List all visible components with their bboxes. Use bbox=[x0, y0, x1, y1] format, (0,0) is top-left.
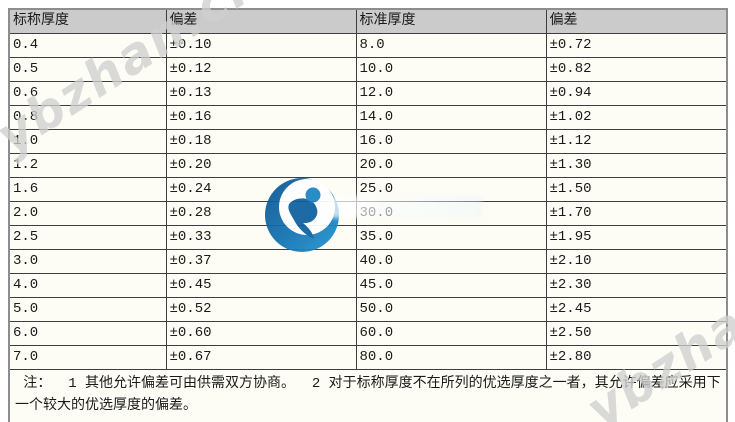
deviation-cell: ±2.80 bbox=[545, 345, 728, 370]
table-row: 1.2 ±0.20 20.0 ±1.30 bbox=[8, 153, 728, 178]
deviation-cell: ±0.28 bbox=[165, 201, 357, 226]
deviation-cell: ±0.20 bbox=[165, 153, 357, 178]
nominal-thickness-cell: 1.6 bbox=[8, 177, 167, 202]
deviation-cell: ±1.50 bbox=[545, 177, 728, 202]
standard-thickness-cell: 8.0 bbox=[355, 33, 547, 58]
nominal-thickness-cell: 3.0 bbox=[8, 249, 167, 274]
deviation-cell: ±0.33 bbox=[165, 225, 357, 250]
deviation-cell: ±1.02 bbox=[545, 105, 728, 130]
deviation-cell: ±1.95 bbox=[545, 225, 728, 250]
standard-thickness-cell: 25.0 bbox=[355, 177, 547, 202]
nominal-thickness-cell: 1.2 bbox=[8, 153, 167, 178]
nominal-thickness-cell: 6.0 bbox=[8, 321, 167, 346]
standard-thickness-cell: 35.0 bbox=[355, 225, 547, 250]
deviation-cell: ±0.12 bbox=[165, 57, 357, 82]
deviation-cell: ±1.70 bbox=[545, 201, 728, 226]
table-row: 0.4 ±0.10 8.0 ±0.72 bbox=[8, 33, 728, 58]
table-row: 7.0 ±0.67 80.0 ±2.80 bbox=[8, 345, 728, 370]
deviation-cell: ±0.82 bbox=[545, 57, 728, 82]
table-body: 0.4 ±0.10 8.0 ±0.72 0.5 ±0.12 10.0 ±0.82 0.6 ±0.1… bbox=[8, 33, 728, 370]
nominal-thickness-cell: 4.0 bbox=[8, 273, 167, 298]
table-header-row: 标称厚度 偏差 标准厚度 偏差 bbox=[8, 8, 728, 34]
deviation-cell: ±0.13 bbox=[165, 81, 357, 106]
table-row: 1.6 ±0.24 25.0 ±1.50 bbox=[8, 177, 728, 202]
table-row: 2.0 ±0.28 30.0 ±1.70 bbox=[8, 201, 728, 226]
deviation-cell: ±0.37 bbox=[165, 249, 357, 274]
deviation-cell: ±1.30 bbox=[545, 153, 728, 178]
nominal-thickness-cell: 2.0 bbox=[8, 201, 167, 226]
table-row: 4.0 ±0.45 45.0 ±2.30 bbox=[8, 273, 728, 298]
standard-thickness-cell: 45.0 bbox=[355, 273, 547, 298]
table-row: 5.0 ±0.52 50.0 ±2.45 bbox=[8, 297, 728, 322]
table-row: 0.5 ±0.12 10.0 ±0.82 bbox=[8, 57, 728, 82]
standard-thickness-cell: 40.0 bbox=[355, 249, 547, 274]
nominal-thickness-cell: 0.4 bbox=[8, 33, 167, 58]
header-nominal-thickness: 标称厚度 bbox=[8, 8, 167, 34]
deviation-cell: ±0.24 bbox=[165, 177, 357, 202]
deviation-cell: ±1.12 bbox=[545, 129, 728, 154]
deviation-cell: ±0.72 bbox=[545, 33, 728, 58]
deviation-cell: ±0.94 bbox=[545, 81, 728, 106]
deviation-cell: ±2.10 bbox=[545, 249, 728, 274]
deviation-cell: ±2.30 bbox=[545, 273, 728, 298]
table-row: 0.6 ±0.13 12.0 ±0.94 bbox=[8, 81, 728, 106]
standard-thickness-cell: 16.0 bbox=[355, 129, 547, 154]
nominal-thickness-cell: 1.0 bbox=[8, 129, 167, 154]
standard-thickness-cell: 30.0 bbox=[355, 201, 547, 226]
nominal-thickness-cell: 0.5 bbox=[8, 57, 167, 82]
note-row: 注： 1 其他允许偏差可由供需双方协商。 2 对于标称厚度不在所列的优选厚度之一… bbox=[8, 369, 728, 422]
deviation-cell: ±0.67 bbox=[165, 345, 357, 370]
standard-thickness-cell: 14.0 bbox=[355, 105, 547, 130]
deviation-cell: ±0.45 bbox=[165, 273, 357, 298]
deviation-cell: ±2.50 bbox=[545, 321, 728, 346]
deviation-cell: ±0.60 bbox=[165, 321, 357, 346]
header-standard-thickness: 标准厚度 bbox=[355, 8, 547, 34]
nominal-thickness-cell: 2.5 bbox=[8, 225, 167, 250]
table-note: 注： 1 其他允许偏差可由供需双方协商。 2 对于标称厚度不在所列的优选厚度之一… bbox=[8, 369, 728, 422]
standard-thickness-cell: 12.0 bbox=[355, 81, 547, 106]
header-deviation-1: 偏差 bbox=[165, 8, 357, 34]
standard-thickness-cell: 10.0 bbox=[355, 57, 547, 82]
header-deviation-2: 偏差 bbox=[545, 8, 728, 34]
deviation-cell: ±0.16 bbox=[165, 105, 357, 130]
tolerance-table: 标称厚度 偏差 标准厚度 偏差 0.4 ±0.10 8.0 ±0.72 0.5 ±0.12… bbox=[8, 8, 728, 422]
deviation-cell: ±0.52 bbox=[165, 297, 357, 322]
table-row: 2.5 ±0.33 35.0 ±1.95 bbox=[8, 225, 728, 250]
nominal-thickness-cell: 5.0 bbox=[8, 297, 167, 322]
table-row: 3.0 ±0.37 40.0 ±2.10 bbox=[8, 249, 728, 274]
nominal-thickness-cell: 0.6 bbox=[8, 81, 167, 106]
table-row: 6.0 ±0.60 60.0 ±2.50 bbox=[8, 321, 728, 346]
nominal-thickness-cell: 0.8 bbox=[8, 105, 167, 130]
deviation-cell: ±0.10 bbox=[165, 33, 357, 58]
standard-thickness-cell: 80.0 bbox=[355, 345, 547, 370]
deviation-cell: ±0.18 bbox=[165, 129, 357, 154]
standard-thickness-cell: 60.0 bbox=[355, 321, 547, 346]
standard-thickness-cell: 20.0 bbox=[355, 153, 547, 178]
table-row: 1.0 ±0.18 16.0 ±1.12 bbox=[8, 129, 728, 154]
standard-thickness-cell: 50.0 bbox=[355, 297, 547, 322]
deviation-cell: ±2.45 bbox=[545, 297, 728, 322]
table-row: 0.8 ±0.16 14.0 ±1.02 bbox=[8, 105, 728, 130]
nominal-thickness-cell: 7.0 bbox=[8, 345, 167, 370]
